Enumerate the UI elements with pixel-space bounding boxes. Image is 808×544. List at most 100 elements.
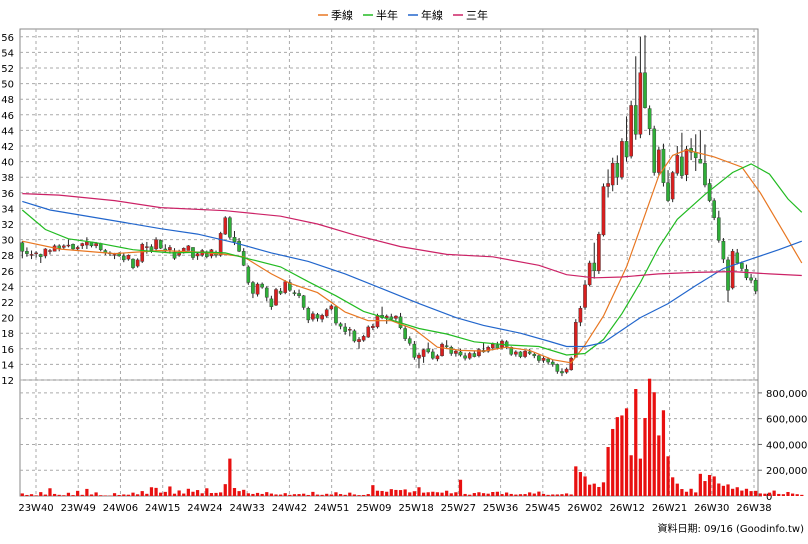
candle-body (413, 344, 416, 357)
candle-body (357, 339, 360, 341)
candle-body (551, 362, 554, 364)
volume-bar (653, 392, 656, 496)
candle-body (256, 284, 259, 294)
volume-bar (58, 495, 61, 496)
candle-body (334, 307, 337, 323)
volume-bar (740, 491, 743, 496)
volume-bar (390, 489, 393, 496)
volume-bar (648, 379, 651, 496)
volume-bar (749, 491, 752, 496)
candle-body (205, 254, 208, 257)
candle-body (145, 247, 148, 248)
price-tick-label: 30 (1, 236, 14, 247)
volume-bar (639, 459, 642, 496)
candle-body (611, 163, 614, 185)
candle-body (422, 350, 425, 357)
volume-bar (357, 495, 360, 496)
candle-body (666, 183, 669, 201)
volume-bar (371, 485, 374, 496)
price-tick-label: 54 (1, 48, 14, 59)
candle-body (537, 356, 540, 361)
volume-tick-label: 600,000 (766, 415, 807, 426)
candle-body (339, 324, 342, 326)
volume-bar (224, 484, 227, 496)
candle-body (616, 163, 619, 177)
volume-bar (321, 495, 324, 496)
candle-body (662, 149, 665, 183)
volume-bar (491, 492, 494, 496)
candle (284, 280, 287, 294)
candle-body (122, 256, 125, 260)
volume-bar (413, 491, 416, 496)
volume-bar (565, 493, 568, 496)
volume-bar (362, 495, 365, 496)
candle-body (547, 359, 550, 362)
x-tick-label: 24W15 (145, 503, 180, 514)
volume-bar (53, 494, 56, 496)
volume-bar (791, 494, 794, 496)
volume-bar (736, 487, 739, 496)
x-tick-label: 23W40 (18, 503, 53, 514)
volume-bar (330, 494, 333, 496)
candle-body (76, 247, 79, 249)
candle-body (523, 351, 526, 356)
candle-body (565, 369, 568, 372)
candle-body (99, 244, 102, 250)
candle-body (620, 141, 623, 177)
candle-body (344, 327, 347, 332)
price-tick-label: 42 (1, 142, 14, 153)
volume-bar (454, 492, 457, 496)
volume-bar (796, 494, 799, 496)
candle-body (293, 293, 296, 294)
candle-body (630, 105, 633, 156)
candle-body (316, 314, 319, 318)
volume-bar (201, 493, 204, 496)
volume-bar (178, 490, 181, 496)
candle-body (44, 249, 47, 256)
candle-body (491, 344, 494, 348)
volume-bar (676, 484, 679, 496)
price-tick-label: 20 (1, 314, 14, 325)
volume-bar (118, 495, 121, 496)
candle-body (150, 247, 153, 251)
volume-bar (307, 495, 310, 496)
volume-bar (122, 494, 125, 496)
candle-body (224, 218, 227, 234)
volume-bar (182, 494, 185, 496)
candle-body (606, 183, 609, 186)
candle-body (680, 157, 683, 176)
candle-body (118, 254, 121, 256)
volume-bar (717, 483, 720, 496)
volume-bar (482, 493, 485, 496)
price-tick-label: 32 (1, 220, 14, 231)
volume-bar (777, 494, 780, 496)
candle (334, 306, 337, 326)
volume-bar (694, 492, 697, 496)
candle-body (196, 254, 199, 256)
candle-body (431, 352, 434, 358)
volume-bar (431, 492, 434, 496)
candle-body (311, 314, 314, 319)
candle-body (427, 349, 430, 352)
price-tick-label: 50 (1, 80, 14, 91)
candle-body (81, 244, 84, 246)
volume-bar (643, 418, 646, 496)
x-tick-label: 25W36 (483, 503, 518, 514)
candle-body (270, 299, 273, 307)
legend-label: 季線 (331, 8, 353, 22)
volume-bar (270, 494, 273, 496)
volume-bar (404, 489, 407, 496)
x-tick-label: 24W33 (230, 503, 265, 514)
volume-bar (759, 493, 762, 496)
candle-body (676, 155, 679, 173)
volume-bar (671, 477, 674, 496)
volume-bar (94, 492, 97, 496)
volume-bar (30, 494, 33, 496)
volume-bar (145, 494, 148, 496)
volume-bar (205, 488, 208, 496)
candle-body (71, 244, 74, 249)
candle-body (182, 248, 185, 251)
volume-bar (523, 494, 526, 496)
volume-bar (537, 492, 540, 496)
